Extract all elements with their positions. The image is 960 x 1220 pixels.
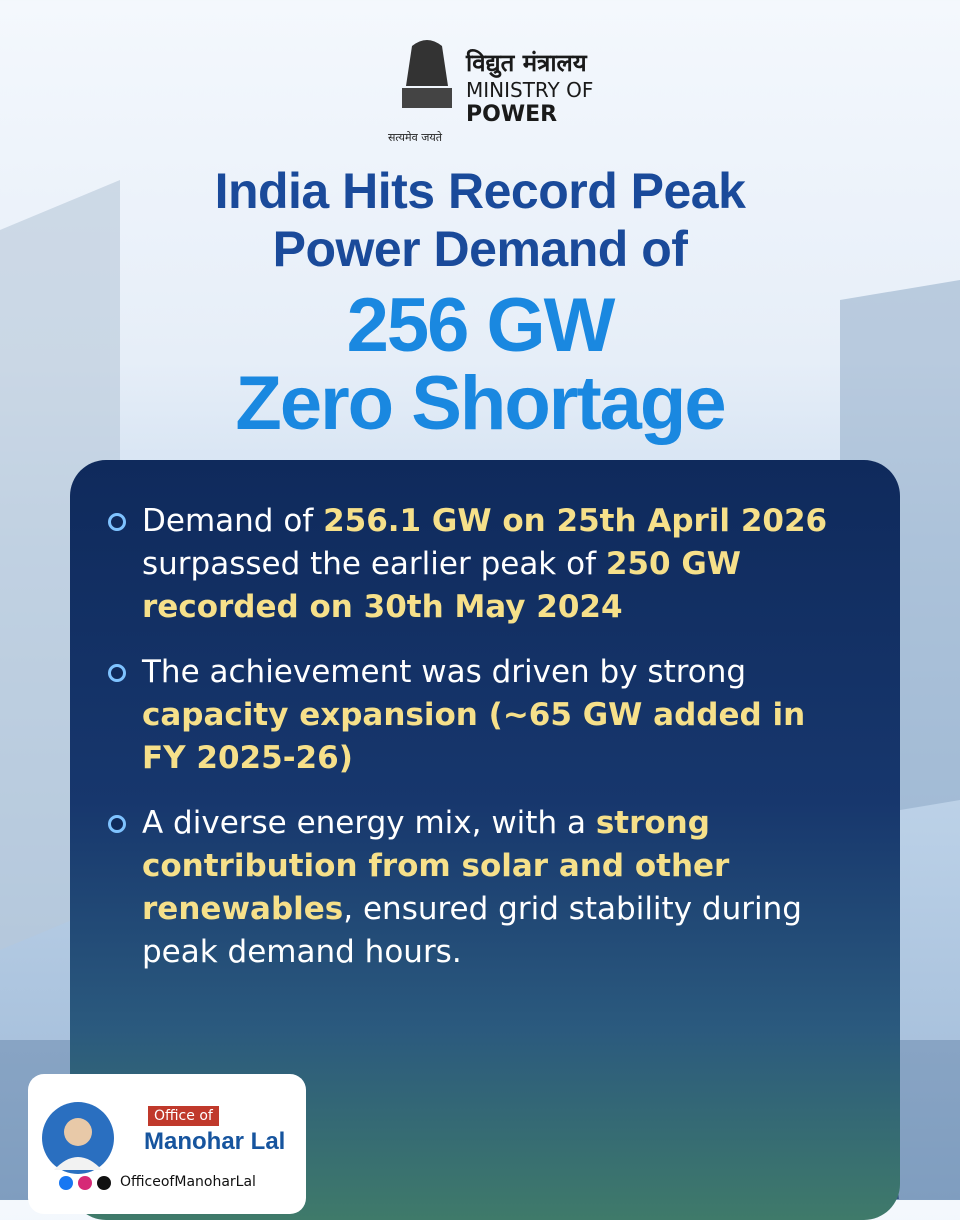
office-badge: Office of Manohar Lal OfficeofManoharLal: [28, 1074, 306, 1214]
bullet-text: The achievement was driven by strong: [142, 654, 747, 690]
bullet-list: Demand of 256.1 GW on 25th April 2026 su…: [108, 500, 838, 996]
bullet-dot: [108, 815, 126, 833]
bullet-dot: [108, 664, 126, 682]
headline-tagline: Zero Shortage: [235, 361, 726, 446]
bullet: Demand of 256.1 GW on 25th April 2026 su…: [108, 500, 838, 629]
ministry-line: MINISTRY OF: [466, 78, 594, 102]
highlight-text: capacity expansion (~65 GW added in FY 2…: [142, 697, 806, 776]
highlight-text: 256.1 GW on 25th April 2026: [323, 503, 828, 539]
highlight-text: 250 GW recorded on 30th May 2024: [142, 546, 741, 625]
highlight-text: strong contribution from solar and other…: [142, 805, 730, 927]
bullet-dot: [108, 513, 126, 531]
office-name: Manohar Lal: [144, 1128, 286, 1155]
bullet: A diverse energy mix, with a strong cont…: [108, 802, 838, 974]
office-label: Office of: [148, 1106, 219, 1126]
headline-figure: 256 GW: [346, 283, 616, 368]
bullet: The achievement was driven by strong cap…: [108, 651, 838, 780]
portrait: [42, 1102, 114, 1174]
ministry-line: POWER: [466, 102, 558, 127]
bullet-text: Demand of: [142, 503, 324, 539]
hindi-title: विद्युत मंत्रालय: [466, 49, 587, 77]
headline: Power Demand of: [272, 221, 688, 277]
social-handle[interactable]: OfficeofManoharLal: [120, 1174, 256, 1190]
ministry-header: विद्युत मंत्रालय MINISTRY OF POWER सत्यम…: [384, 36, 644, 146]
social-icons: [59, 1176, 111, 1190]
bullet-text: , ensured grid stability during peak dem…: [142, 891, 802, 970]
motto: सत्यमेव जयते: [388, 131, 443, 144]
bullet-text: A diverse energy mix, with a: [142, 805, 596, 841]
bullet-text: surpassed the earlier peak of: [142, 546, 606, 582]
headline: India Hits Record Peak: [214, 163, 746, 219]
state-emblem: [402, 40, 452, 108]
